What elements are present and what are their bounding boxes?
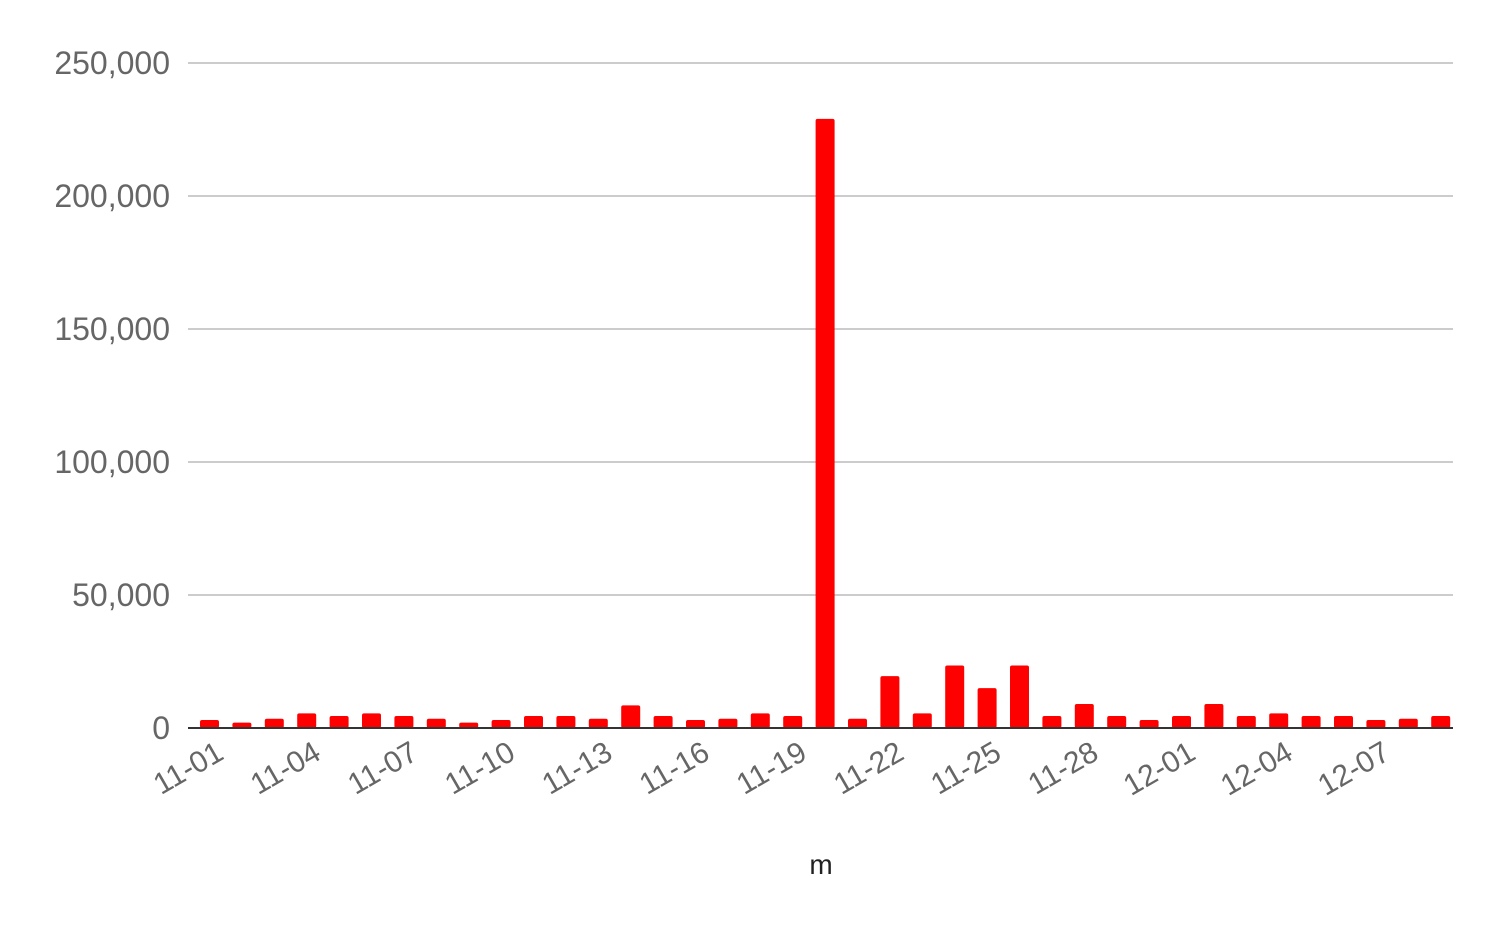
x-tick-label: 11-10	[440, 735, 521, 801]
bar	[977, 688, 997, 728]
bar	[264, 718, 284, 728]
bar	[1236, 716, 1256, 728]
bar	[1107, 716, 1127, 728]
bar	[524, 716, 543, 728]
bar	[848, 718, 867, 728]
bar	[394, 716, 414, 728]
x-tick-label: 11-04	[245, 735, 326, 801]
bar-series	[200, 118, 1451, 729]
bar	[912, 713, 932, 728]
bar	[750, 713, 770, 728]
bar	[880, 676, 900, 728]
bar	[686, 720, 705, 728]
bar	[1172, 716, 1191, 728]
bar	[556, 716, 576, 728]
bar	[362, 713, 381, 728]
bar	[200, 720, 219, 728]
bar	[1204, 704, 1224, 728]
bar	[621, 705, 641, 728]
bar	[653, 716, 673, 728]
bar	[945, 665, 965, 728]
x-tick-label: 11-22	[828, 735, 909, 801]
bar	[1074, 704, 1094, 728]
y-tick-label: 0	[152, 710, 170, 746]
y-tick-label: 100,000	[54, 444, 170, 480]
bar	[1431, 716, 1451, 728]
bar	[1042, 716, 1062, 728]
bar	[426, 718, 446, 728]
x-tick-label: 11-16	[634, 735, 715, 801]
bar	[783, 716, 803, 728]
bar	[232, 722, 252, 728]
x-tick-label: 12-04	[1215, 735, 1298, 802]
x-tick-label: 12-07	[1312, 735, 1395, 802]
x-tick-label: 12-01	[1118, 735, 1201, 802]
bar	[329, 716, 349, 728]
bar	[718, 718, 738, 728]
y-tick-label: 200,000	[54, 178, 170, 214]
bar	[1139, 720, 1159, 728]
x-tick-label: 11-19	[731, 735, 812, 801]
bar	[459, 722, 479, 728]
bar	[297, 713, 317, 728]
x-tick-label: 11-28	[1023, 735, 1104, 801]
y-tick-label: 50,000	[72, 577, 170, 613]
x-tick-label: 11-13	[537, 735, 618, 801]
bar	[1334, 716, 1353, 728]
y-tick-label: 250,000	[54, 45, 170, 81]
y-axis-ticks: 0 50,000 100,000 150,000 200,000 250,000	[54, 45, 170, 746]
bar	[1366, 720, 1386, 728]
x-axis-label: m	[809, 849, 832, 880]
x-tick-label: 11-25	[926, 735, 1007, 801]
y-tick-label: 150,000	[54, 311, 170, 347]
bar	[491, 720, 511, 728]
bar	[815, 118, 835, 729]
x-tick-label: 11-07	[342, 735, 423, 801]
x-axis-ticks: 11-01 11-04 11-07 11-10 11-13 11-16 11-19 11-22…	[148, 735, 1395, 802]
bar	[1398, 718, 1418, 728]
bar	[1301, 716, 1321, 728]
bar	[588, 718, 608, 728]
bar	[1010, 665, 1029, 728]
bar	[1269, 713, 1289, 728]
